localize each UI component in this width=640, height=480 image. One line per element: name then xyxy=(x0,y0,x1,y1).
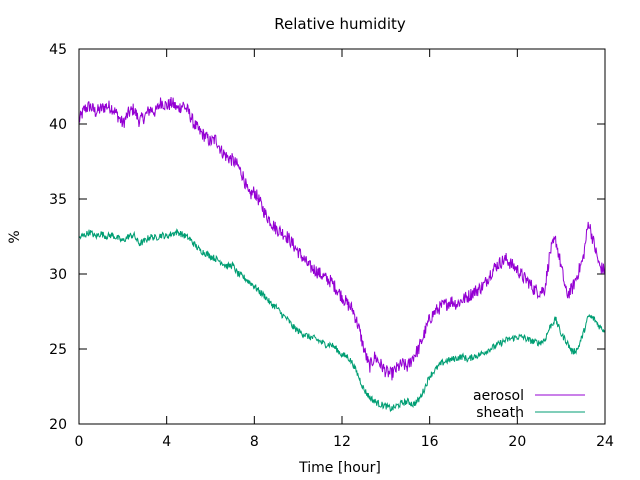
axis-ticks: 0 4 8 12 16 20 24 20 25 30 35 40 45 xyxy=(49,42,614,450)
y-tick-label: 20 xyxy=(49,417,67,433)
series-line-sheath xyxy=(78,228,606,413)
plot-frame xyxy=(78,48,606,425)
x-tick-label: 24 xyxy=(596,434,614,450)
plot-area xyxy=(78,97,606,413)
x-tick-label: 4 xyxy=(162,434,171,450)
x-axis-label: Time [hour] xyxy=(298,460,381,476)
x-tick-label: 20 xyxy=(508,434,526,450)
y-tick-label: 40 xyxy=(49,117,67,133)
y-tick-label: 45 xyxy=(49,42,67,58)
series-line-aerosol xyxy=(78,97,606,381)
chart-title: Relative humidity xyxy=(274,15,406,33)
x-tick-label: 8 xyxy=(250,434,259,450)
x-tick-label: 16 xyxy=(421,434,439,450)
x-tick-label: 0 xyxy=(75,434,84,450)
x-tick-label: 12 xyxy=(333,434,351,450)
y-axis-label: % xyxy=(7,230,23,243)
y-tick-label: 30 xyxy=(49,267,67,283)
y-tick-label: 35 xyxy=(49,192,67,208)
legend-label-aerosol: aerosol xyxy=(473,388,524,404)
legend-label-sheath: sheath xyxy=(476,405,524,421)
y-tick-label: 25 xyxy=(49,342,67,358)
